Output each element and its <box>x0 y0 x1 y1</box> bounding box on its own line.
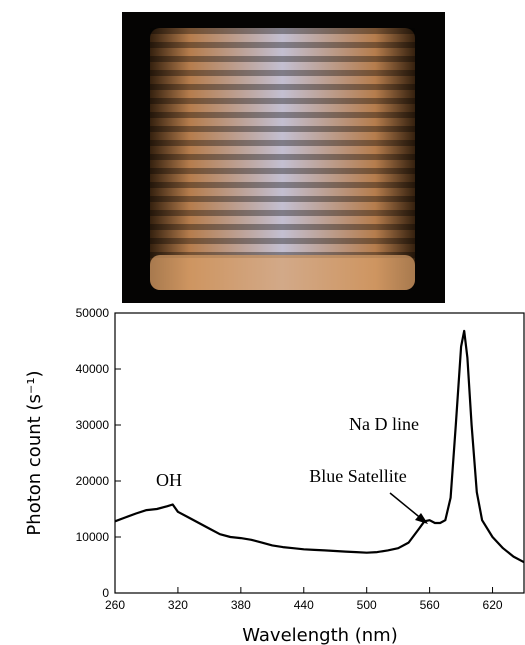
x-tick-label: 620 <box>483 598 503 612</box>
y-tick-label: 30000 <box>76 418 110 432</box>
x-tick-label: 440 <box>294 598 314 612</box>
y-tick-label: 20000 <box>76 474 110 488</box>
spectrum-line <box>114 329 525 564</box>
x-tick-label: 320 <box>168 598 188 612</box>
y-tick-label: 10000 <box>76 530 110 544</box>
annotation: OH <box>156 470 182 490</box>
y-axis-label: Photon count (s⁻¹) <box>24 370 45 535</box>
y-tick-label: 0 <box>102 586 109 600</box>
beaker-photo <box>122 12 445 303</box>
x-tick-label: 260 <box>105 598 125 612</box>
y-tick-label: 50000 <box>76 306 110 320</box>
x-tick-label: 560 <box>420 598 440 612</box>
x-tick-label: 500 <box>357 598 377 612</box>
plot-frame <box>114 312 525 594</box>
annotation: Na D line <box>349 414 419 434</box>
x-tick-label: 380 <box>231 598 251 612</box>
y-tick-label: 40000 <box>76 362 110 376</box>
x-axis-label: Wavelength (nm) <box>242 625 398 645</box>
annotation: Blue Satellite <box>309 466 406 486</box>
arrow <box>389 492 424 521</box>
